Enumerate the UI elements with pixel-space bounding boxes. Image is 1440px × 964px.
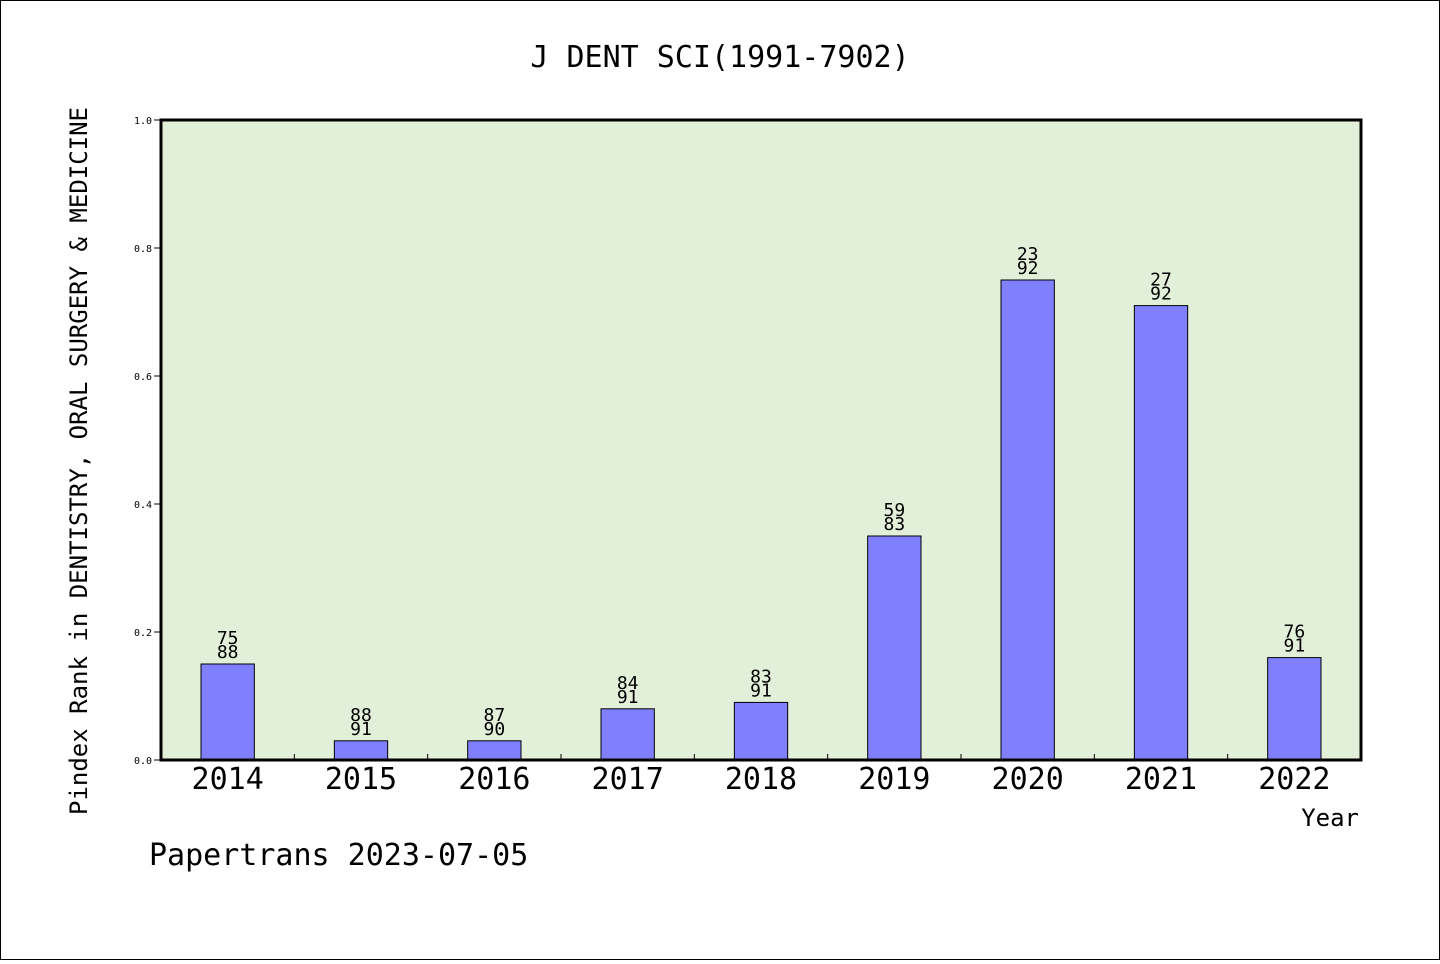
x-tick-label: 2019	[858, 762, 930, 797]
bar-value-label: 59	[883, 500, 905, 521]
bar	[1000, 279, 1055, 761]
y-tick-label: 0.2	[134, 628, 152, 639]
y-tick-label: 0.0	[134, 756, 152, 767]
bar-value-label: 23	[1017, 244, 1039, 265]
bar-value-label: 76	[1283, 622, 1305, 643]
y-tick-label: 0.6	[134, 372, 152, 383]
y-axis: 0.0 0.2 0.4 0.6 0.8 1.0	[134, 116, 161, 767]
x-tick-label: 2018	[725, 762, 797, 797]
bar	[333, 740, 389, 761]
y-axis-label: Pindex Rank in DENTISTRY, ORAL SURGERY &…	[65, 107, 93, 815]
bar-value-label: 88	[217, 642, 239, 663]
bar-value-label: 27	[1150, 270, 1172, 291]
bar-value-label: 91	[1283, 636, 1305, 657]
bar-value-label: 92	[1017, 258, 1039, 279]
x-tick-label: 2020	[992, 762, 1064, 797]
x-tick-label: 2016	[458, 762, 530, 797]
x-tick-label: 2022	[1258, 762, 1330, 797]
bar-value-label: 92	[1150, 284, 1172, 305]
x-axis: 2014 2015 2016 2017 2018 2019 2020 2021 2022	[192, 754, 1330, 797]
bar-value-label: 83	[883, 514, 905, 535]
y-tick-label: 0.4	[134, 500, 152, 511]
x-tick-label: 2021	[1125, 762, 1197, 797]
x-axis-label: Year	[1301, 804, 1359, 832]
bar-value-label: 75	[217, 628, 239, 649]
bar-value-label: 87	[483, 705, 505, 726]
bar	[467, 740, 522, 761]
x-tick-label: 2014	[192, 762, 264, 797]
bar	[867, 535, 922, 761]
bar	[733, 701, 789, 761]
bar	[1133, 305, 1189, 761]
bar-value-label: 91	[350, 719, 372, 740]
bar-value-label: 91	[617, 687, 639, 708]
y-tick-label: 1.0	[134, 116, 152, 127]
bar-value-label: 84	[617, 673, 639, 694]
bar	[200, 663, 255, 761]
chart-title: J DENT SCI(1991-7902)	[530, 40, 909, 75]
x-tick-label: 2017	[592, 762, 664, 797]
bar-value-label: 88	[350, 705, 372, 726]
plot-border	[159, 118, 1363, 762]
footer-credit: Papertrans 2023-07-05	[149, 838, 528, 873]
y-tick-label: 0.8	[134, 244, 152, 255]
x-tick-label: 2015	[325, 762, 397, 797]
bar-value-label: 83	[750, 666, 772, 687]
bar	[600, 708, 655, 761]
bar	[1267, 657, 1322, 761]
bar-value-label: 91	[750, 680, 772, 701]
bar-value-label: 90	[483, 719, 505, 740]
